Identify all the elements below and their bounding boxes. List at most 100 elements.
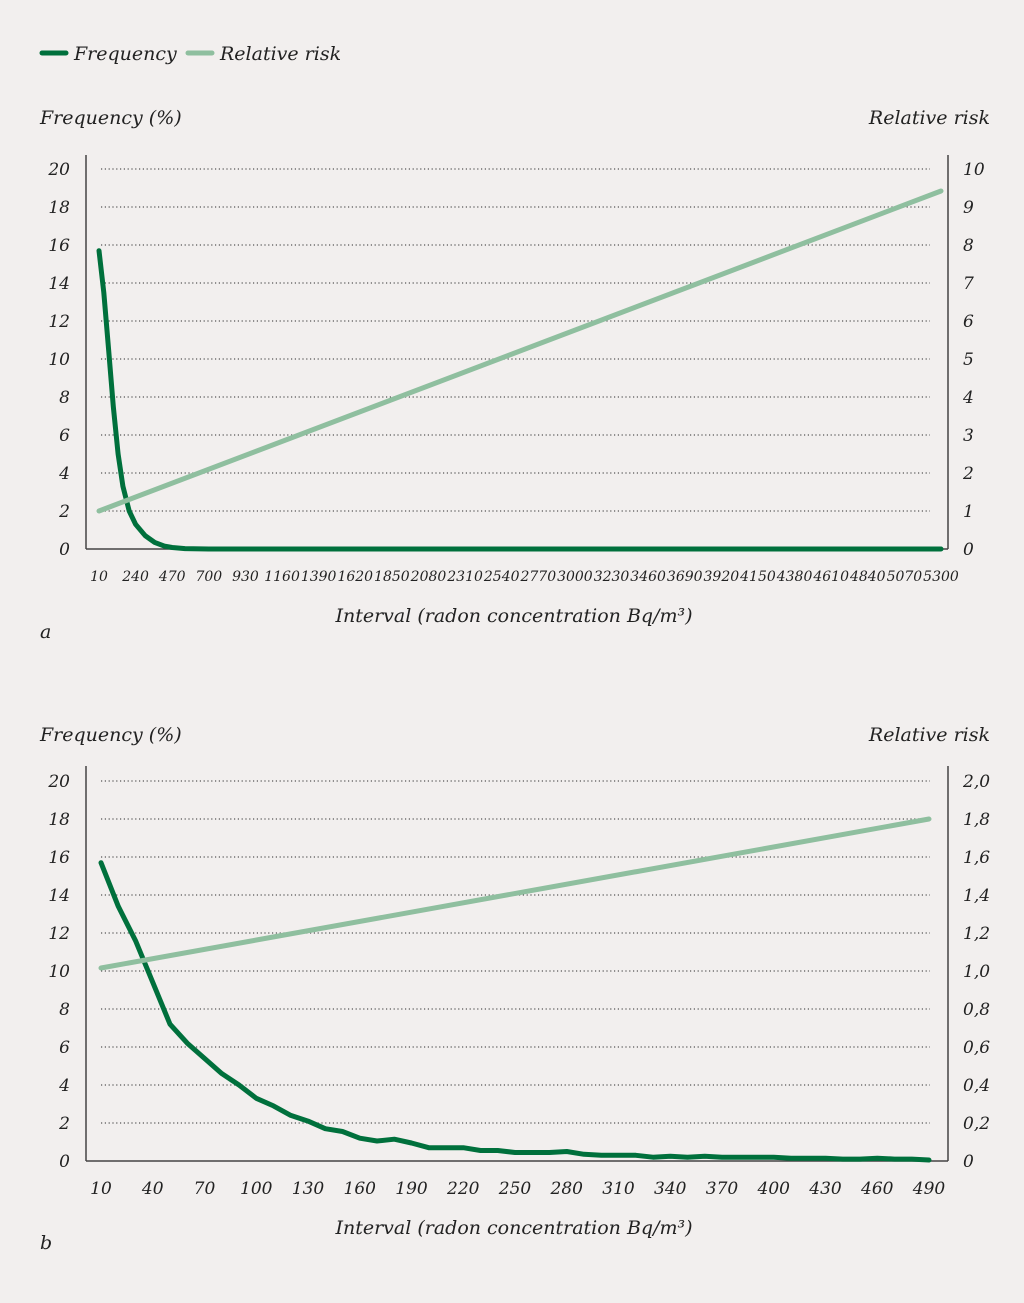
x-tick-label: 280 [550, 1179, 584, 1199]
y-left-tick-label: 12 [48, 312, 70, 332]
y-right-axis-title: Relative risk [868, 107, 990, 129]
x-tick-label: 2770 [519, 569, 556, 585]
y-right-tick-label: 1,2 [963, 924, 990, 944]
y-right-tick-label: 1 [963, 502, 974, 522]
y-right-tick-label: 0,2 [963, 1114, 990, 1134]
series-line-frequency [98, 860, 932, 1163]
y-right-tick-label: 1,6 [963, 848, 990, 868]
y-right-tick-label: 8 [963, 236, 974, 256]
y-left-tick-label: 8 [59, 1000, 70, 1020]
x-tick-label: 160 [344, 1179, 377, 1199]
x-tick-label: 2080 [410, 569, 447, 585]
x-tick-label: 4380 [776, 569, 813, 585]
y-left-tick-label: 18 [48, 198, 70, 218]
y-left-tick-label: 6 [59, 426, 70, 446]
y-left-tick-label: 20 [47, 160, 70, 180]
x-tick-label: 250 [498, 1179, 532, 1199]
y-right-tick-label: 0 [963, 540, 974, 560]
y-left-tick-label: 14 [48, 274, 70, 294]
x-tick-label: 10 [90, 569, 108, 585]
x-tick-label: 460 [860, 1179, 894, 1199]
x-tick-label: 1390 [301, 569, 337, 585]
x-tick-label: 370 [706, 1179, 739, 1199]
y-left-tick-label: 10 [48, 962, 70, 982]
legend-label: Relative risk [219, 43, 341, 65]
x-tick-label: 1620 [337, 569, 373, 585]
x-tick-label: 4840 [849, 569, 886, 585]
x-tick-label: 3230 [594, 569, 630, 585]
x-tick-label: 5070 [887, 569, 923, 585]
x-tick-label: 70 [194, 1179, 216, 1199]
y-right-tick-label: 1,8 [963, 810, 990, 830]
y-right-tick-label: 0 [963, 1152, 974, 1172]
y-right-tick-label: 9 [963, 198, 974, 218]
x-axis-title: Interval (radon concentration Bq/m³) [334, 1217, 692, 1239]
x-tick-label: 100 [240, 1179, 273, 1199]
y-left-tick-label: 4 [58, 1076, 70, 1096]
y-left-tick-label: 16 [48, 236, 70, 256]
y-left-tick-label: 18 [48, 810, 70, 830]
x-tick-label: 3000 [557, 569, 593, 585]
y-left-tick-label: 0 [59, 1152, 70, 1172]
x-axis-title: Interval (radon concentration Bq/m³) [334, 605, 692, 627]
x-tick-label: 430 [808, 1179, 842, 1199]
x-tick-label: 220 [446, 1179, 480, 1199]
y-right-tick-label: 1,0 [963, 962, 990, 982]
y-right-tick-label: 0,6 [963, 1038, 990, 1058]
x-tick-label: 40 [141, 1179, 164, 1199]
x-tick-label: 190 [395, 1179, 428, 1199]
y-left-tick-label: 2 [58, 1114, 70, 1134]
x-tick-label: 5300 [923, 569, 959, 585]
x-tick-label: 10 [90, 1179, 112, 1199]
y-right-axis-title: Relative risk [868, 724, 990, 746]
y-right-tick-label: 4 [962, 388, 974, 408]
y-right-tick-label: 2 [962, 464, 974, 484]
y-right-tick-label: 6 [963, 312, 974, 332]
series-line-relative-risk [96, 188, 944, 514]
panel-label: b [40, 1232, 52, 1254]
y-left-tick-label: 0 [59, 540, 70, 560]
x-tick-label: 490 [912, 1179, 946, 1199]
y-left-tick-label: 20 [47, 772, 70, 792]
x-tick-label: 2540 [483, 569, 520, 585]
x-tick-label: 3690 [667, 569, 703, 585]
y-right-tick-label: 10 [963, 160, 985, 180]
x-tick-label: 240 [121, 569, 149, 585]
y-right-tick-label: 3 [963, 426, 974, 446]
y-right-tick-label: 2,0 [962, 772, 990, 792]
y-left-tick-label: 16 [48, 848, 70, 868]
series-line-frequency [96, 248, 944, 552]
x-tick-label: 3920 [704, 569, 740, 585]
legend-label: Frequency [73, 43, 177, 65]
y-right-tick-label: 0,8 [963, 1000, 990, 1020]
y-left-tick-label: 2 [58, 502, 70, 522]
y-left-tick-label: 10 [48, 350, 70, 370]
x-tick-label: 340 [654, 1179, 687, 1199]
y-right-tick-label: 7 [963, 274, 974, 294]
panel-label: a [40, 621, 51, 643]
x-tick-label: 1850 [374, 569, 410, 585]
y-left-tick-label: 14 [48, 886, 70, 906]
y-left-axis-title: Frequency (%) [39, 724, 182, 746]
series-line-relative-risk [98, 816, 932, 971]
x-tick-label: 2310 [446, 569, 483, 585]
x-tick-label: 4610 [812, 569, 849, 585]
y-right-tick-label: 0,4 [963, 1076, 990, 1096]
x-tick-label: 1160 [264, 569, 300, 585]
y-right-tick-label: 1,4 [963, 886, 990, 906]
y-left-tick-label: 12 [48, 924, 70, 944]
x-tick-label: 130 [292, 1179, 325, 1199]
y-left-axis-title: Frequency (%) [39, 107, 182, 129]
x-tick-label: 310 [602, 1179, 635, 1199]
y-left-tick-label: 4 [58, 464, 70, 484]
x-tick-label: 3460 [630, 569, 666, 585]
y-left-tick-label: 6 [59, 1038, 70, 1058]
x-tick-label: 4150 [739, 569, 776, 585]
x-tick-label: 400 [757, 1179, 791, 1199]
y-left-tick-label: 8 [59, 388, 70, 408]
x-tick-label: 700 [195, 569, 222, 585]
x-tick-label: 470 [158, 569, 186, 585]
x-tick-label: 930 [232, 569, 259, 585]
y-right-tick-label: 5 [963, 350, 974, 370]
